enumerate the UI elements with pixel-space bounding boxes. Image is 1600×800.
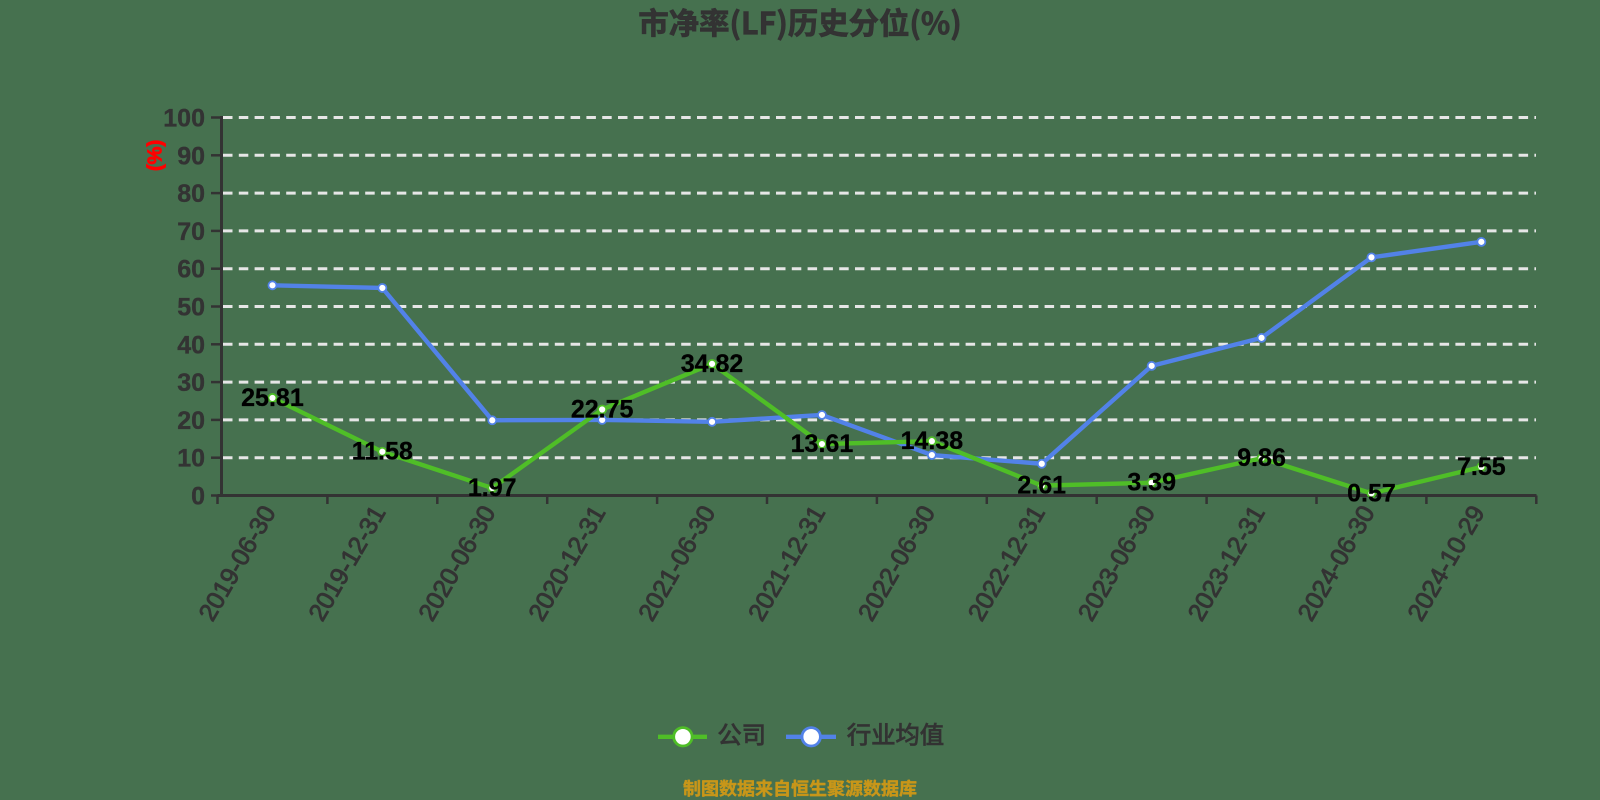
svg-text:50: 50 xyxy=(177,294,205,322)
svg-text:60: 60 xyxy=(177,256,205,284)
svg-text:70: 70 xyxy=(177,218,205,246)
svg-text:90: 90 xyxy=(177,142,205,170)
svg-text:40: 40 xyxy=(177,331,205,359)
svg-text:34.82: 34.82 xyxy=(681,350,744,378)
svg-text:10: 10 xyxy=(177,445,205,473)
svg-text:0: 0 xyxy=(191,483,205,511)
svg-text:14.38: 14.38 xyxy=(901,427,964,455)
svg-text:22.75: 22.75 xyxy=(571,396,634,424)
svg-text:1.97: 1.97 xyxy=(468,474,517,502)
svg-text:25.81: 25.81 xyxy=(241,384,304,412)
svg-text:11.58: 11.58 xyxy=(352,438,413,466)
svg-text:100: 100 xyxy=(163,105,205,133)
svg-text:7.55: 7.55 xyxy=(1457,453,1506,481)
svg-text:0.57: 0.57 xyxy=(1347,479,1396,507)
svg-text:20: 20 xyxy=(177,407,205,435)
svg-text:13.61: 13.61 xyxy=(791,430,854,458)
svg-text:9.86: 9.86 xyxy=(1237,444,1286,472)
svg-text:80: 80 xyxy=(177,180,205,208)
svg-text:2.61: 2.61 xyxy=(1017,472,1066,500)
svg-text:3.39: 3.39 xyxy=(1127,469,1176,497)
svg-text:(%): (%) xyxy=(145,140,167,171)
svg-text:30: 30 xyxy=(177,369,205,397)
